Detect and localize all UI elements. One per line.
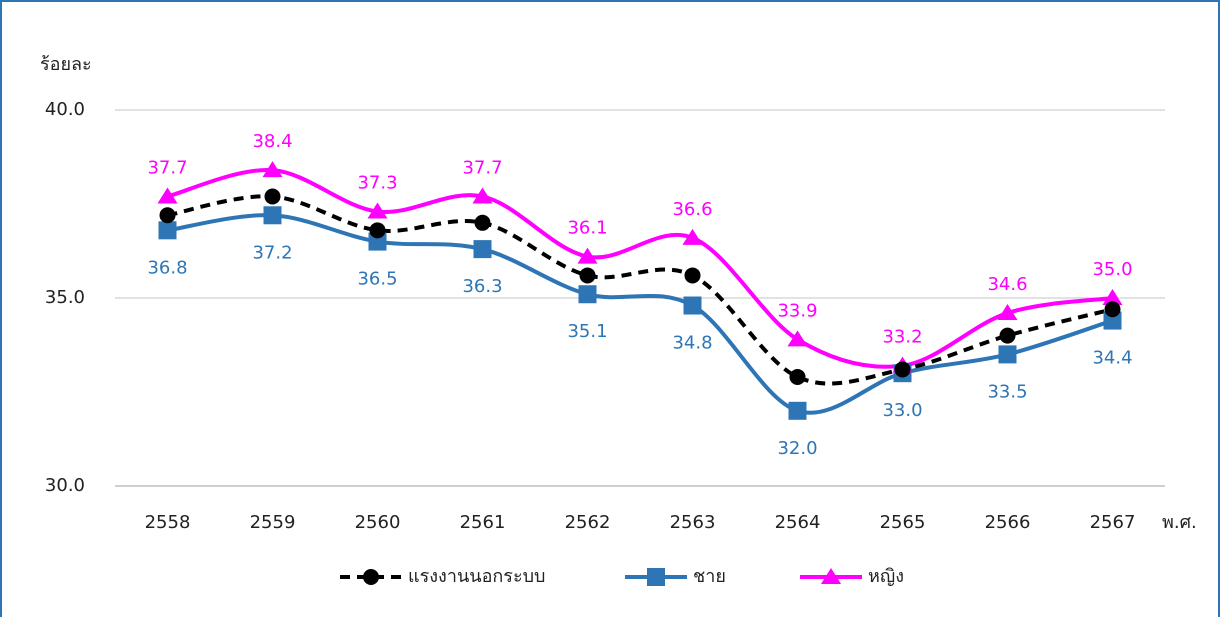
data-label: 34.8 [672,333,712,354]
x-tick-label: 2565 [880,512,926,533]
x-tick-label: 2558 [145,512,191,533]
data-label: 37.3 [357,173,397,194]
data-label: 37.7 [147,157,187,178]
data-label: 35.0 [1092,259,1132,280]
x-tick-label: 2560 [355,512,401,533]
x-tick-label: 2564 [775,512,821,533]
data-label: 38.4 [252,131,292,152]
point [788,401,807,420]
point [157,187,178,204]
x-tick-label: 2562 [565,512,611,533]
point [264,188,281,205]
point [1104,301,1121,318]
x-tick-label: 2561 [460,512,506,533]
series-line [166,168,1113,369]
data-label: 37.7 [462,157,502,178]
x-tick-label: 2567 [1090,512,1136,533]
point [998,345,1017,364]
point [684,267,701,284]
point [369,222,386,239]
legend-marker [363,569,379,585]
point [999,327,1016,344]
point [262,161,283,178]
point [1102,289,1123,305]
point [263,206,282,225]
data-label: 32.0 [777,438,817,459]
series-line [167,213,1114,415]
x-tick-label: 2559 [250,512,296,533]
point [894,361,911,378]
x-axis-label: พ.ศ. [1162,512,1197,533]
point [472,187,493,204]
data-label: 36.5 [357,269,397,290]
point [683,296,702,315]
legend-label: หญิง [868,566,904,587]
x-tick-label: 2566 [985,512,1031,533]
data-label: 34.4 [1092,348,1132,369]
x-tick-label: 2563 [670,512,716,533]
point [158,221,177,240]
y-axis-label: ร้อยละ [40,54,92,75]
data-label: 37.2 [252,242,292,263]
point [1103,311,1122,330]
data-label: 33.9 [777,300,817,321]
y-tick-label: 30.0 [45,475,85,496]
point [578,285,597,304]
point [789,368,806,385]
point [579,267,596,284]
legend-label: ชาย [693,566,726,587]
y-tick-label: 35.0 [45,287,85,308]
point [368,232,387,251]
data-label: 36.1 [567,218,607,239]
point [577,247,598,264]
point [159,207,176,224]
point [473,240,492,259]
legend-marker [647,568,665,586]
data-label: 36.6 [672,199,712,220]
data-label: 34.6 [987,274,1027,295]
point [997,304,1018,321]
point [787,330,808,347]
legend-marker [821,568,841,584]
legend-label: แรงงานนอกระบบ [408,566,545,587]
data-label: 33.5 [987,381,1027,402]
data-label: 36.8 [147,257,187,278]
point [474,214,491,231]
point [367,202,388,219]
data-label: 33.0 [882,400,922,421]
point [682,228,703,245]
data-label: 35.1 [567,321,607,342]
data-label: 36.3 [462,276,502,297]
data-label: 33.2 [882,327,922,348]
series-line [167,194,1113,386]
y-tick-label: 40.0 [45,99,85,120]
